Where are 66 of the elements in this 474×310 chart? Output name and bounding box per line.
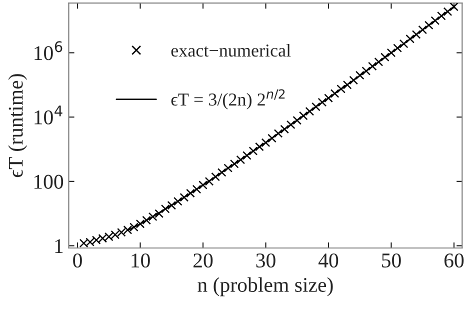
y-tick-label: 1 bbox=[55, 239, 63, 253]
x-tick-label: 20 bbox=[194, 253, 213, 268]
point bbox=[236, 155, 246, 164]
point bbox=[386, 48, 396, 58]
point bbox=[393, 44, 402, 52]
legend-label: exact−numerical bbox=[171, 44, 291, 57]
point bbox=[192, 184, 202, 194]
x-tick-label: 50 bbox=[382, 253, 401, 268]
point bbox=[399, 39, 408, 48]
point bbox=[255, 142, 264, 152]
point bbox=[362, 66, 371, 76]
point bbox=[336, 84, 346, 94]
point bbox=[211, 172, 220, 182]
point bbox=[368, 62, 377, 71]
point bbox=[374, 57, 384, 66]
legend-label: ϵT = 3/(2n) 2$^{n/2}$ bbox=[171, 89, 285, 110]
point bbox=[349, 76, 358, 85]
point bbox=[430, 16, 440, 26]
point bbox=[443, 7, 452, 16]
point bbox=[450, 3, 458, 12]
point bbox=[330, 89, 340, 98]
point bbox=[312, 102, 320, 112]
point bbox=[355, 70, 364, 80]
point bbox=[318, 98, 327, 107]
y-axis-title: ϵT (runtime) bbox=[8, 74, 28, 178]
y-tick-label: 10$^{4}$ bbox=[34, 106, 62, 124]
point bbox=[412, 30, 421, 39]
point bbox=[136, 219, 145, 228]
point bbox=[224, 164, 233, 172]
point bbox=[406, 34, 414, 44]
x-tick-label: 10 bbox=[132, 253, 150, 268]
x-axis-title: n (problem size) bbox=[198, 277, 333, 296]
point bbox=[268, 134, 276, 143]
point bbox=[298, 111, 308, 120]
point bbox=[424, 20, 434, 30]
point bbox=[324, 94, 333, 102]
point bbox=[142, 216, 151, 225]
point bbox=[437, 11, 446, 20]
y-tick-label: 10$^{6}$ bbox=[34, 41, 62, 60]
point bbox=[148, 212, 158, 222]
point bbox=[230, 159, 239, 168]
point bbox=[305, 106, 314, 116]
point bbox=[173, 196, 182, 206]
point bbox=[248, 146, 258, 156]
point bbox=[292, 116, 302, 125]
point bbox=[418, 25, 428, 34]
x-tick-label: 0 bbox=[73, 253, 82, 268]
point bbox=[342, 80, 352, 90]
point bbox=[261, 138, 270, 148]
point bbox=[186, 188, 195, 198]
point bbox=[180, 192, 189, 202]
point bbox=[380, 52, 390, 62]
y-tick-label: 100 bbox=[34, 174, 64, 189]
point bbox=[198, 180, 208, 190]
x-tick-label: 60 bbox=[444, 253, 464, 268]
point bbox=[154, 209, 164, 218]
point bbox=[274, 129, 283, 138]
point bbox=[204, 176, 214, 186]
point bbox=[242, 151, 252, 160]
point bbox=[280, 124, 290, 134]
point bbox=[167, 200, 176, 210]
point bbox=[160, 204, 170, 214]
point bbox=[286, 120, 296, 130]
point bbox=[217, 168, 226, 177]
x-tick-label: 30 bbox=[256, 253, 276, 268]
x-tick-label: 40 bbox=[318, 253, 338, 268]
